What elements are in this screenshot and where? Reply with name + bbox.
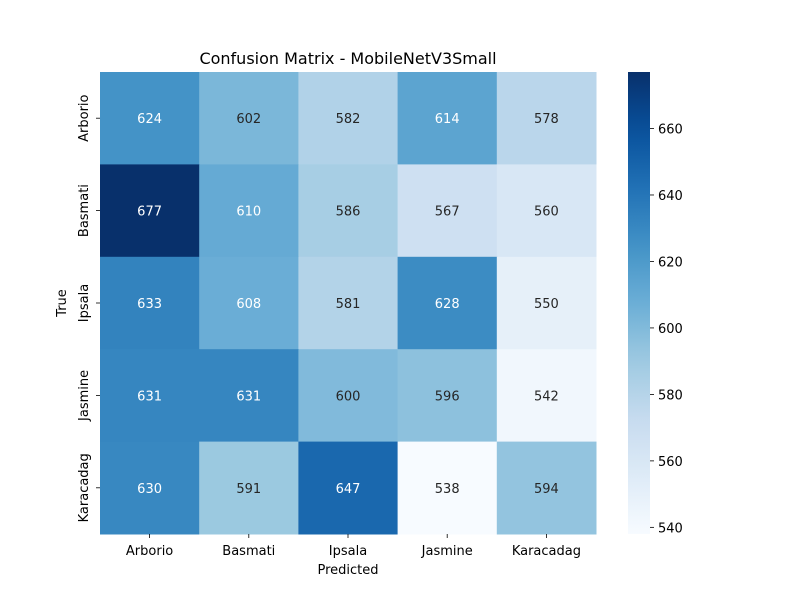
- heatmap-cell: [298, 441, 399, 535]
- cell-value-label: 631: [236, 389, 261, 404]
- colorbar-tick-label: 580: [658, 388, 683, 403]
- cell-value-label: 567: [435, 205, 460, 220]
- heatmap-cell: [397, 441, 498, 535]
- y-axis: Arborio Basmati Ipsala Jasmine Karacadag: [77, 94, 100, 522]
- cell-value-label: 538: [435, 482, 460, 497]
- y-tick-label: Jasmine: [77, 370, 92, 422]
- cell-value-label: 581: [336, 297, 361, 312]
- heatmap-cells: [100, 72, 597, 535]
- cell-value-label: 631: [137, 389, 162, 404]
- heatmap-cell: [298, 349, 399, 443]
- chart-title: Confusion Matrix - MobileNetV3Small: [199, 49, 496, 68]
- y-tick-label: Ipsala: [77, 284, 92, 322]
- colorbar-ticks: 540 560 580 600 620 640 660: [650, 123, 683, 536]
- cell-value-label: 633: [137, 297, 162, 312]
- y-tick-label: Arborio: [77, 94, 92, 141]
- heatmap-cell: [496, 441, 597, 535]
- cell-value-label: 550: [534, 297, 559, 312]
- heatmap-cell: [199, 349, 299, 443]
- x-axis: Arborio Basmati Ipsala Jasmine Karacadag: [126, 534, 581, 559]
- cell-value-label: 542: [534, 389, 559, 404]
- colorbar-tick-label: 560: [658, 455, 683, 470]
- heatmap-cell: [199, 164, 299, 258]
- colorbar-tick-label: 600: [658, 322, 683, 337]
- colorbar-tick-label: 620: [658, 255, 683, 270]
- heatmap-cell: [298, 72, 399, 165]
- heatmap-cell: [496, 256, 597, 350]
- cell-value-label: 677: [137, 205, 162, 220]
- heatmap-cell: [100, 349, 200, 443]
- x-axis-label: Predicted: [317, 563, 378, 578]
- cell-value-label: 586: [336, 205, 361, 220]
- y-tick-label: Basmati: [77, 184, 92, 237]
- heatmap-cell: [496, 349, 597, 443]
- cell-value-label: 630: [137, 482, 162, 497]
- cell-value-label: 596: [435, 389, 460, 404]
- heatmap-cell: [496, 72, 597, 165]
- heatmap-cell: [397, 256, 498, 350]
- heatmap-cell: [100, 72, 200, 165]
- cell-value-label: 560: [534, 205, 559, 220]
- colorbar-tick-label: 540: [658, 521, 683, 536]
- cell-value-label: 610: [236, 205, 261, 220]
- heatmap-cell: [100, 441, 200, 535]
- heatmap-cell: [100, 164, 200, 258]
- cell-value-label: 594: [534, 482, 559, 497]
- heatmap-cell: [397, 164, 498, 258]
- heatmap-cell: [496, 164, 597, 258]
- cell-value-label: 600: [336, 389, 361, 404]
- heatmap-cell: [100, 256, 200, 350]
- cell-value-label: 628: [435, 297, 460, 312]
- heatmap-cell: [397, 72, 498, 165]
- cell-value-label: 578: [534, 112, 559, 127]
- y-tick-label: Karacadag: [77, 453, 92, 522]
- heatmap-cell: [397, 349, 498, 443]
- cell-value-label: 602: [236, 112, 261, 127]
- heatmap-cell: [199, 441, 299, 535]
- colorbar: [628, 72, 650, 534]
- cell-value-label: 614: [435, 112, 460, 127]
- x-tick-label: Ipsala: [329, 544, 367, 559]
- colorbar-tick-label: 640: [658, 189, 683, 204]
- heatmap-cell: [199, 72, 299, 165]
- x-tick-label: Basmati: [222, 544, 275, 559]
- heatmap-cell: [199, 256, 299, 350]
- y-axis-label: True: [55, 289, 70, 318]
- x-tick-label: Jasmine: [421, 544, 473, 559]
- cell-value-label: 624: [137, 112, 162, 127]
- heatmap-cell-labels: 624 602 582 614 578 677 610 586 567 560 633 608 581 6…: [137, 112, 559, 497]
- cell-value-label: 582: [336, 112, 361, 127]
- x-tick-label: Karacadag: [512, 544, 581, 559]
- heatmap-cell: [298, 164, 399, 258]
- cell-value-label: 647: [336, 482, 361, 497]
- cell-value-label: 591: [236, 482, 261, 497]
- x-tick-label: Arborio: [126, 544, 173, 559]
- heatmap-cell: [298, 256, 399, 350]
- cell-value-label: 608: [236, 297, 261, 312]
- colorbar-tick-label: 660: [658, 123, 683, 138]
